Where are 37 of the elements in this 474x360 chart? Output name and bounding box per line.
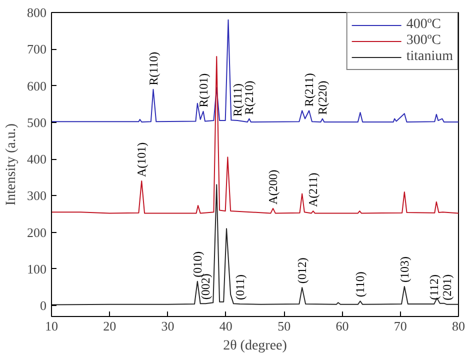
x-tick-label: 80 <box>452 318 465 334</box>
annotation: (103) <box>397 256 412 282</box>
annotation: (011) <box>232 274 247 300</box>
y-tick-label: 800 <box>27 5 46 20</box>
x-tick-label: 40 <box>219 318 232 334</box>
y-tick-label: 100 <box>27 261 46 276</box>
x-tick-label: 60 <box>336 318 349 334</box>
annotation: (110) <box>353 272 368 298</box>
y-axis-title: Intensity (a.u.) <box>4 123 19 206</box>
annotation: (201) <box>440 274 454 300</box>
y-tick-label: 200 <box>27 224 46 240</box>
x-tick-label: 50 <box>278 318 291 334</box>
y-tick-label: 400 <box>27 152 46 167</box>
x-tick-label: 20 <box>103 318 116 334</box>
legend-label: titanium <box>406 49 453 65</box>
y-tick-label: 500 <box>27 114 46 130</box>
y-tick-label: 600 <box>27 78 46 94</box>
x-tick-label: 70 <box>394 318 407 334</box>
annotation: R(101) <box>196 73 210 108</box>
y-tick-label: 700 <box>27 42 46 57</box>
line-series <box>52 19 458 123</box>
annotation: (012) <box>295 258 310 284</box>
y-tick-label: 0 <box>40 298 46 314</box>
annotation: (112) <box>427 274 442 300</box>
annotation: R(220) <box>315 80 330 115</box>
annotation: R(110) <box>146 52 160 86</box>
legend-label: 400ºC <box>406 17 442 33</box>
x-tick-label: 10 <box>45 318 58 334</box>
annotation: R(111) <box>230 83 245 117</box>
annotation: A(211) <box>306 172 320 208</box>
annotation: R(211) <box>302 73 316 107</box>
annotation: A(200) <box>266 170 280 204</box>
legend-label: 300ºC <box>406 33 442 49</box>
y-tick-label: 300 <box>27 188 46 204</box>
x-axis-title: 2θ (degree) <box>223 338 288 354</box>
annotation: A(101) <box>134 142 149 177</box>
x-tick-label: 30 <box>161 318 174 334</box>
